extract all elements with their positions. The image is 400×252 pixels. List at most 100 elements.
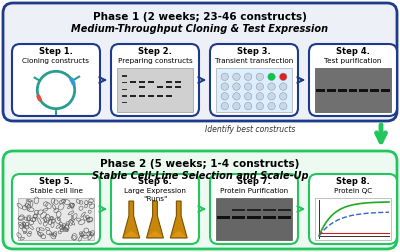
Text: Protein Purification: Protein Purification	[220, 188, 288, 194]
Circle shape	[256, 83, 264, 90]
Circle shape	[280, 73, 287, 81]
Bar	[148, 81, 154, 83]
Circle shape	[244, 83, 252, 90]
Bar	[157, 86, 163, 88]
Bar	[232, 216, 245, 219]
Bar	[263, 216, 276, 219]
Text: Protein QC: Protein QC	[334, 188, 372, 194]
Bar	[216, 68, 292, 112]
Bar	[315, 68, 391, 112]
Text: Medium-Throughput Cloning & Test Expression: Medium-Throughput Cloning & Test Express…	[72, 24, 328, 34]
Polygon shape	[171, 231, 186, 237]
Bar	[122, 82, 127, 83]
FancyBboxPatch shape	[12, 44, 100, 116]
Circle shape	[221, 83, 228, 90]
Polygon shape	[170, 201, 187, 238]
Bar	[130, 94, 136, 97]
Bar	[122, 88, 127, 90]
Bar	[122, 102, 127, 103]
Polygon shape	[124, 231, 139, 237]
Bar	[278, 216, 291, 219]
Bar	[216, 198, 292, 240]
Bar	[247, 216, 261, 219]
Text: Step 8.: Step 8.	[336, 177, 370, 186]
FancyBboxPatch shape	[210, 174, 298, 244]
FancyBboxPatch shape	[309, 174, 397, 244]
FancyBboxPatch shape	[111, 174, 199, 244]
Bar	[175, 81, 181, 83]
Text: Transient transfection: Transient transfection	[215, 58, 293, 64]
Text: Identify best constructs: Identify best constructs	[205, 125, 295, 135]
Text: Phase 2 (5 weeks; 1-4 constructs): Phase 2 (5 weeks; 1-4 constructs)	[100, 159, 300, 169]
FancyBboxPatch shape	[111, 44, 199, 116]
Text: Large Expression: Large Expression	[124, 188, 186, 194]
Circle shape	[256, 73, 264, 81]
FancyBboxPatch shape	[3, 151, 397, 249]
Text: Step 2.: Step 2.	[138, 47, 172, 56]
Circle shape	[280, 102, 287, 110]
Circle shape	[256, 102, 264, 110]
Bar	[370, 89, 379, 92]
Bar	[130, 81, 136, 83]
Circle shape	[280, 93, 287, 100]
Text: Test purification: Test purification	[324, 58, 382, 64]
Circle shape	[233, 93, 240, 100]
Bar	[175, 86, 181, 88]
Circle shape	[221, 73, 228, 81]
Bar	[166, 86, 172, 88]
Bar	[166, 81, 172, 83]
Circle shape	[256, 93, 264, 100]
Bar	[18, 198, 94, 240]
Bar	[122, 75, 127, 77]
Bar	[315, 198, 391, 240]
Bar	[348, 89, 358, 92]
Text: Step 1.: Step 1.	[39, 47, 73, 56]
Polygon shape	[146, 201, 164, 238]
Circle shape	[221, 93, 228, 100]
Circle shape	[268, 102, 275, 110]
Bar	[316, 89, 325, 92]
Bar	[232, 209, 245, 211]
Circle shape	[280, 83, 287, 90]
FancyBboxPatch shape	[210, 44, 298, 116]
Text: Step 5.: Step 5.	[39, 177, 73, 186]
Circle shape	[233, 73, 240, 81]
Circle shape	[268, 93, 275, 100]
Bar	[263, 209, 276, 211]
FancyBboxPatch shape	[3, 3, 397, 121]
Text: Phase 1 (2 weeks; 23-46 constructs): Phase 1 (2 weeks; 23-46 constructs)	[93, 12, 307, 22]
Circle shape	[244, 102, 252, 110]
Text: Cloning constructs: Cloning constructs	[22, 58, 90, 64]
Bar	[360, 89, 368, 92]
FancyBboxPatch shape	[12, 174, 100, 244]
Circle shape	[268, 83, 275, 90]
Circle shape	[244, 93, 252, 100]
Circle shape	[268, 73, 275, 81]
Circle shape	[221, 102, 228, 110]
Circle shape	[233, 102, 240, 110]
Bar	[148, 94, 154, 97]
Bar	[247, 209, 261, 211]
Bar	[278, 209, 291, 211]
Bar	[217, 216, 230, 219]
Text: Step 6.: Step 6.	[138, 177, 172, 186]
Bar	[122, 95, 127, 97]
Circle shape	[233, 83, 240, 90]
Bar	[117, 68, 193, 112]
Text: Step 3.: Step 3.	[237, 47, 271, 56]
Bar	[139, 81, 145, 83]
Text: Step 7.: Step 7.	[237, 177, 271, 186]
Polygon shape	[123, 201, 140, 238]
Text: Preparing constructs: Preparing constructs	[118, 58, 192, 64]
Text: Stable cell line: Stable cell line	[30, 188, 82, 194]
Text: Stable Cell-Line Selection and Scale-Up: Stable Cell-Line Selection and Scale-Up	[92, 171, 308, 181]
Bar	[139, 86, 145, 88]
Bar	[157, 94, 163, 97]
Bar	[338, 89, 346, 92]
Text: Step 4.: Step 4.	[336, 47, 370, 56]
Bar	[327, 89, 336, 92]
Bar	[166, 94, 172, 97]
Circle shape	[244, 73, 252, 81]
Bar	[139, 94, 145, 97]
Bar	[381, 89, 390, 92]
